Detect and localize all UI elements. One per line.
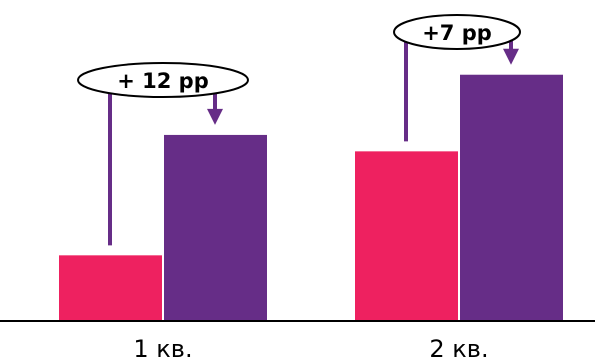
bars-group: [59, 74, 563, 322]
bar-2-series-1: [355, 151, 458, 321]
arrow-head-down-icon: [207, 108, 223, 125]
annotation-bubble: [393, 14, 521, 50]
annotation-bubble: [77, 62, 249, 98]
annotation-label: + 12 pp: [117, 69, 209, 93]
arrow-head-down-icon: [503, 48, 519, 65]
bar-1-series-2: [164, 134, 267, 321]
x-tick-label: 1 кв.: [133, 335, 192, 362]
annotation-label: +7 pp: [422, 21, 492, 45]
x-tick-label: 2 кв.: [429, 335, 488, 362]
annotations-group: + 12 pp +7 pp: [77, 14, 521, 98]
bar-1-series-1: [59, 255, 162, 321]
bar-2-series-2: [460, 74, 563, 322]
x-tick-labels: 1 кв. 2 кв.: [133, 335, 488, 362]
